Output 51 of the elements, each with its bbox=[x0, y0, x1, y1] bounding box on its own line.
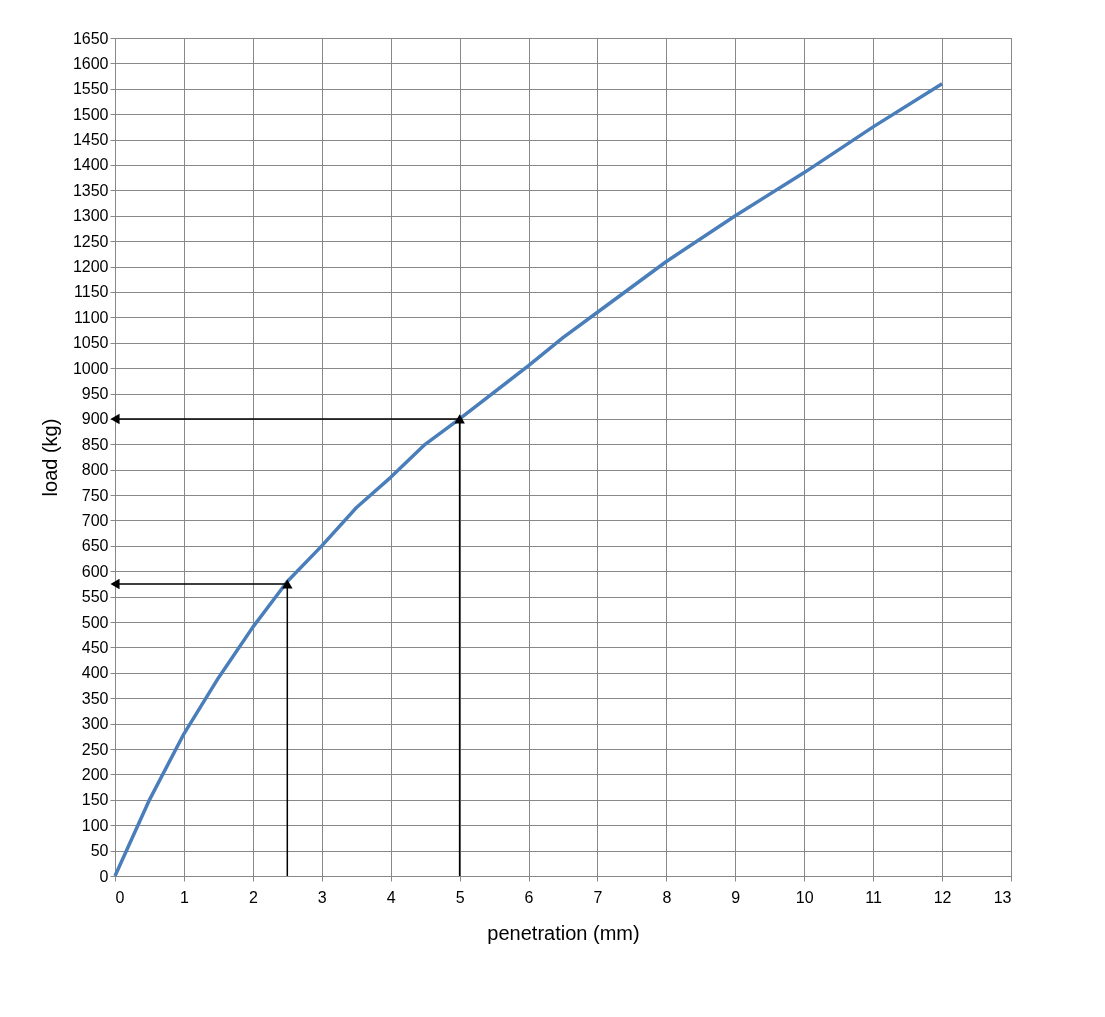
y-tick-label: 750 bbox=[81, 486, 109, 504]
x-tick-label: 0 bbox=[115, 888, 125, 906]
x-tick-label: 1 bbox=[179, 888, 189, 906]
x-tick-label: 4 bbox=[386, 888, 396, 906]
y-tick-label: 1650 bbox=[72, 29, 109, 47]
x-tick-label: 9 bbox=[731, 888, 741, 906]
x-tick-label: 7 bbox=[593, 888, 603, 906]
x-tick-label: 12 bbox=[933, 888, 952, 906]
y-tick-label: 950 bbox=[81, 385, 109, 403]
y-tick-label: 250 bbox=[81, 740, 109, 758]
y-tick-label: 1050 bbox=[72, 334, 109, 352]
x-tick-label: 10 bbox=[795, 888, 814, 906]
y-tick-label: 1300 bbox=[72, 207, 109, 225]
y-tick-label: 400 bbox=[81, 664, 109, 682]
y-tick-label: 0 bbox=[99, 867, 109, 885]
y-tick-label: 300 bbox=[81, 715, 109, 733]
y-tick-label: 850 bbox=[81, 435, 109, 453]
y-tick-label: 500 bbox=[81, 613, 109, 631]
y-tick-label: 900 bbox=[81, 410, 109, 428]
x-tick-label: 11 bbox=[865, 888, 883, 906]
y-tick-label: 800 bbox=[81, 461, 109, 479]
y-tick-label: 650 bbox=[81, 537, 109, 555]
y-tick-label: 200 bbox=[81, 765, 109, 783]
y-tick-label: 1400 bbox=[72, 156, 109, 174]
y-tick-label: 1350 bbox=[72, 181, 109, 199]
y-tick-label: 50 bbox=[90, 842, 109, 860]
y-tick-label: 1600 bbox=[72, 54, 109, 72]
y-tick-label: 1250 bbox=[72, 232, 109, 250]
x-tick-label: 5 bbox=[455, 888, 465, 906]
y-axis-title: load (kg) bbox=[38, 418, 61, 497]
y-tick-label: 1100 bbox=[74, 308, 109, 326]
y-tick-label: 1500 bbox=[72, 105, 109, 123]
y-tick-label: 700 bbox=[81, 511, 109, 529]
line-series bbox=[113, 81, 944, 878]
x-tick-label: 13 bbox=[993, 888, 1012, 906]
y-tick-label: 450 bbox=[81, 638, 109, 656]
y-tick-label: 1450 bbox=[72, 131, 109, 149]
y-tick-label: 600 bbox=[81, 562, 109, 580]
x-axis-title: penetration (mm) bbox=[487, 921, 640, 944]
y-tick-label: 1150 bbox=[74, 283, 109, 301]
y-tick-label: 550 bbox=[81, 588, 109, 606]
x-tick-label: 6 bbox=[524, 888, 534, 906]
x-tick-label: 8 bbox=[662, 888, 672, 906]
x-tick-label: 2 bbox=[248, 888, 258, 906]
y-tick-label: 1200 bbox=[72, 258, 109, 276]
y-tick-label: 350 bbox=[81, 689, 109, 707]
x-tick-label: 3 bbox=[317, 888, 327, 906]
y-tick-label: 150 bbox=[81, 791, 109, 809]
y-tick-label: 1550 bbox=[72, 80, 109, 98]
y-tick-label: 100 bbox=[81, 816, 109, 834]
y-tick-label: 1000 bbox=[72, 359, 109, 377]
